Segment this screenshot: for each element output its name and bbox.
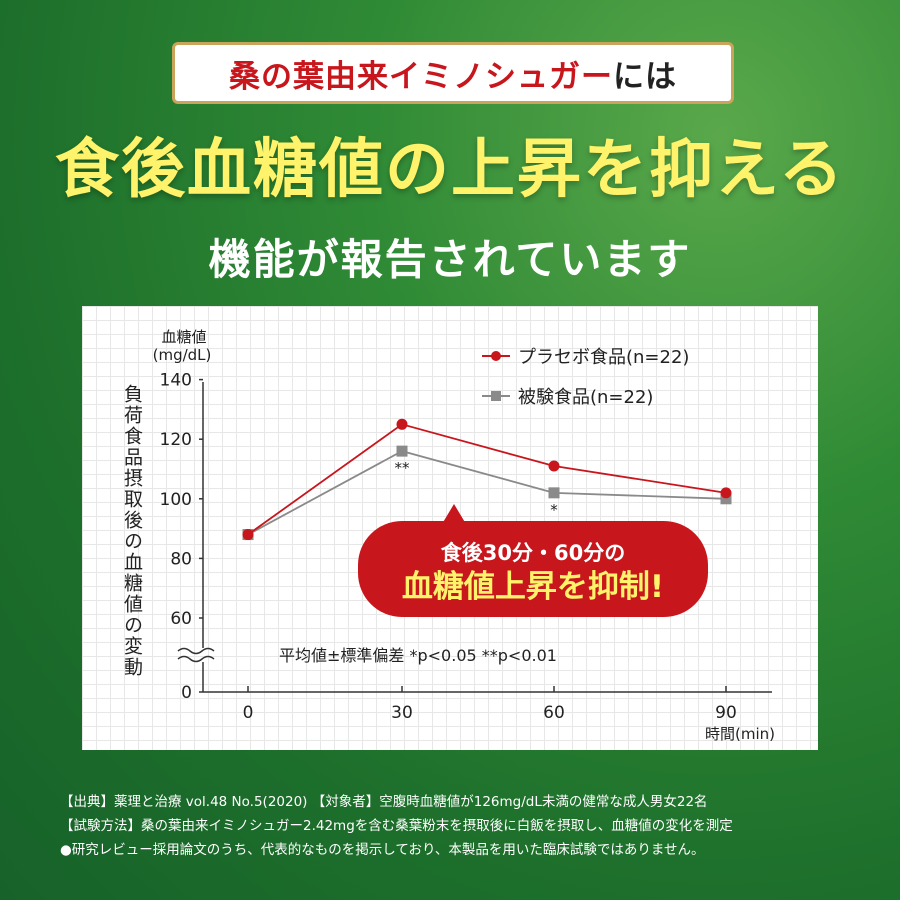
xlabel: 時間(min) bbox=[705, 725, 775, 743]
chart-panel: 血糖値 (mg/dL) 負荷食品摂取後の血糖値の変動 140 120 100 80 60… bbox=[82, 306, 818, 750]
data-point-test bbox=[720, 493, 732, 505]
legend-marker-placebo bbox=[491, 351, 501, 361]
legend-label-placebo: プラセボ食品(n=22) bbox=[518, 347, 689, 368]
chart-svg: 血糖値 (mg/dL) 負荷食品摂取後の血糖値の変動 140 120 100 80 60… bbox=[121, 328, 775, 743]
callout-bubble: 食後30分・60分の 血糖値上昇を抑制! bbox=[358, 504, 708, 617]
data-point-placebo bbox=[396, 418, 408, 430]
x-tick-label: 30 bbox=[391, 703, 413, 723]
axis-break-mark bbox=[177, 647, 215, 663]
data-point-test bbox=[548, 487, 560, 499]
significance-marker: * bbox=[550, 501, 558, 519]
y-tick-label: 140 bbox=[160, 371, 192, 391]
legend-label-test: 被験食品(n=22) bbox=[518, 387, 653, 408]
footer-line-disclaimer: ●研究レビュー採用論文のうち、代表的なものを掲示しており、本製品を用いた臨床試験… bbox=[60, 842, 705, 858]
subheadline: 機能が報告されています bbox=[208, 235, 692, 284]
footer-line-method: 【試験方法】桑の葉由来イミノシュガー2.42mgを含む桑葉粉末を摂取後に白飯を摂… bbox=[60, 818, 733, 834]
callout-pointer bbox=[442, 504, 466, 524]
data-point-placebo bbox=[548, 460, 560, 472]
callout-line-2: 血糖値上昇を抑制! bbox=[402, 569, 664, 605]
ylabel-vertical: 負荷食品摂取後の血糖値の変動 bbox=[121, 384, 143, 678]
title-banner: 桑の葉由来イミノシュガー には bbox=[172, 42, 734, 104]
x-tick-label: 90 bbox=[715, 703, 737, 723]
y-tick-label: 100 bbox=[160, 490, 192, 510]
ylabel-line-1: 血糖値 bbox=[161, 328, 206, 346]
y-tick-label: 80 bbox=[170, 549, 192, 569]
x-tick-label: 0 bbox=[243, 703, 254, 723]
series-line-placebo bbox=[247, 423, 727, 536]
ylabel-line-2: (mg/dL) bbox=[153, 346, 212, 364]
banner-suffix: には bbox=[613, 58, 677, 95]
headline: 食後血糖値の上昇を抑える bbox=[54, 133, 846, 207]
data-point-placebo bbox=[242, 529, 254, 541]
callout-line-1: 食後30分・60分の bbox=[441, 541, 625, 565]
y-tick-label: 0 bbox=[181, 683, 192, 703]
y-tick-label: 120 bbox=[160, 430, 192, 450]
legend-marker-test bbox=[491, 391, 501, 401]
x-tick-label: 60 bbox=[543, 703, 565, 723]
data-point-test bbox=[396, 445, 408, 457]
callout-box bbox=[358, 521, 708, 617]
significance-marker: ** bbox=[395, 459, 411, 477]
data-point-placebo bbox=[720, 487, 732, 499]
banner-highlight: 桑の葉由来イミノシュガー bbox=[229, 58, 613, 95]
y-tick-label: 60 bbox=[170, 609, 192, 629]
footer-notes: 【出典】薬理と治療 vol.48 No.5(2020) 【対象者】空腹時血糖値が… bbox=[60, 790, 860, 862]
stat-note: 平均値±標準偏差 *p<0.05 **p<0.01 bbox=[279, 646, 557, 665]
series-line-test bbox=[247, 450, 727, 536]
footer-line-source: 【出典】薬理と治療 vol.48 No.5(2020) 【対象者】空腹時血糖値が… bbox=[60, 794, 708, 810]
